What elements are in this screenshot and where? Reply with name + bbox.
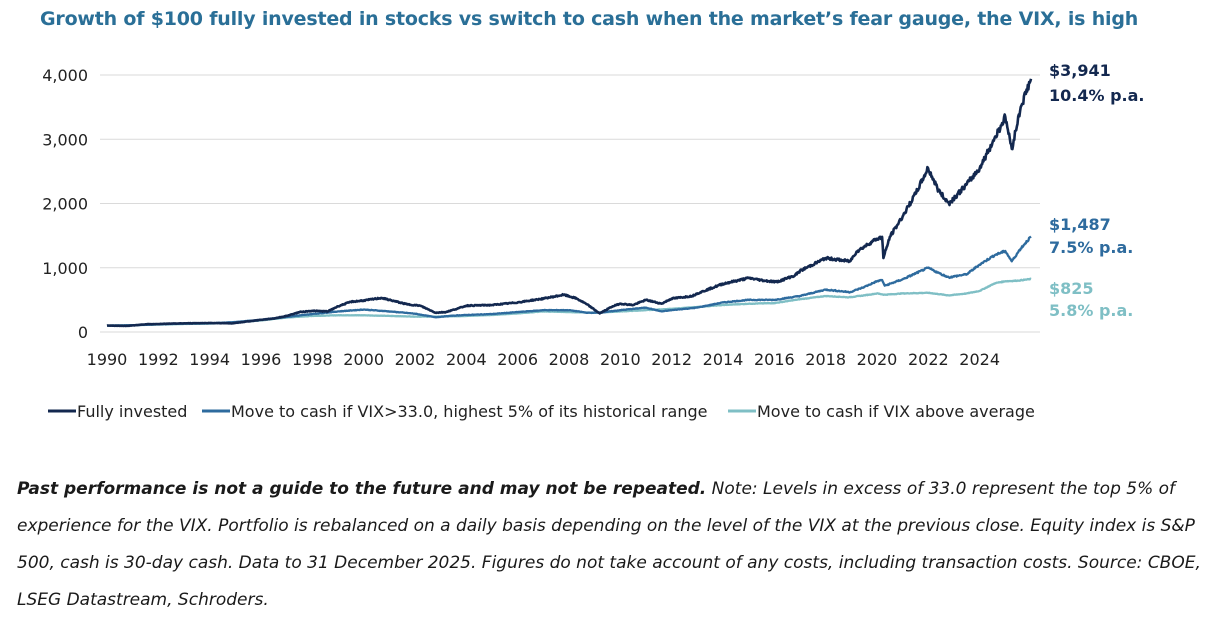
y-tick-label: 3,000 — [42, 130, 88, 149]
end-value-label-vix-33: $1,487 — [1049, 215, 1111, 234]
x-tick-label: 1994 — [189, 350, 230, 369]
x-tick-label: 2004 — [446, 350, 487, 369]
x-tick-label: 2020 — [857, 350, 898, 369]
x-tick-label: 2022 — [908, 350, 949, 369]
end-return-label-vix-33: 7.5% p.a. — [1049, 238, 1133, 257]
legend-label-fully-invested: Fully invested — [77, 402, 187, 421]
y-tick-label: 4,000 — [42, 66, 88, 85]
footnote-text: Note: Levels in excess of 33.0 represent… — [17, 479, 1201, 610]
x-tick-label: 1990 — [87, 350, 128, 369]
chart-title: Growth of $100 fully invested in stocks … — [40, 8, 1139, 30]
footnote: Past performance is not a guide to the f… — [17, 471, 1217, 619]
x-tick-label: 2002 — [395, 350, 436, 369]
x-tick-label: 2014 — [703, 350, 744, 369]
y-axis: 0 1,000 2,000 3,000 4,000 — [42, 66, 88, 342]
x-axis: 1990 1992 1994 1996 1998 2000 2002 2004 2006 2008… — [87, 350, 1000, 369]
end-return-label-vix-average: 5.8% p.a. — [1049, 301, 1133, 320]
x-tick-label: 2008 — [549, 350, 590, 369]
end-value-label-fully-invested: $3,941 — [1049, 61, 1111, 80]
x-tick-label: 2012 — [651, 350, 692, 369]
x-tick-label: 1992 — [138, 350, 179, 369]
x-tick-label: 2010 — [600, 350, 641, 369]
x-tick-label: 1998 — [292, 350, 333, 369]
x-tick-label: 2006 — [497, 350, 538, 369]
legend-label-vix-average: Move to cash if VIX above average — [757, 402, 1035, 421]
footnote-disclaimer: Past performance is not a guide to the f… — [17, 479, 707, 499]
y-tick-label: 2,000 — [42, 195, 88, 214]
gridlines — [100, 74, 1040, 333]
x-tick-label: 2018 — [805, 350, 846, 369]
end-labels: $3,941 10.4% p.a. $1,487 7.5% p.a. $825 5.8% … — [1049, 61, 1144, 320]
series-lines — [106, 78, 1033, 328]
legend: Fully invested Move to cash if VIX>33.0, … — [48, 402, 1035, 421]
series-line-fully-invested — [106, 78, 1033, 328]
end-value-label-vix-average: $825 — [1049, 279, 1094, 298]
x-tick-label: 2024 — [959, 350, 1000, 369]
end-return-label-fully-invested: 10.4% p.a. — [1049, 86, 1144, 105]
y-tick-label: 1,000 — [42, 259, 88, 278]
series-line-vix-average — [106, 277, 1032, 327]
x-tick-label: 2016 — [754, 350, 795, 369]
x-tick-label: 2000 — [343, 350, 384, 369]
y-tick-label: 0 — [78, 323, 88, 342]
x-tick-label: 1996 — [241, 350, 282, 369]
legend-label-vix-33: Move to cash if VIX>33.0, highest 5% of … — [231, 402, 708, 421]
